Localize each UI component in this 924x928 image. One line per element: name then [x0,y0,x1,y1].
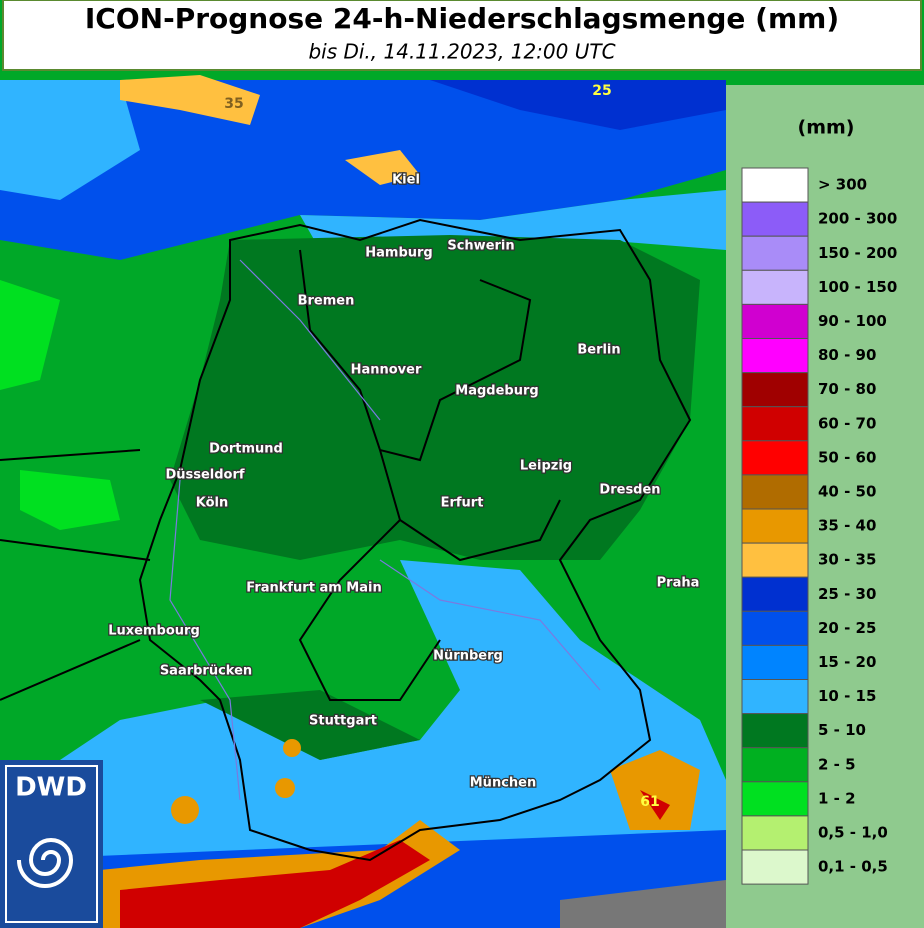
logo-spiral [17,838,74,888]
no-data-area [560,880,726,928]
precip-area [120,840,430,928]
precip-area [640,790,670,820]
city-label: Berlin [577,343,620,358]
legend-label: 60 - 70 [818,414,876,432]
max-label: 25 [592,83,611,99]
city-label: Schwerin [447,239,514,254]
legend-label: 0,5 - 1,0 [818,823,888,841]
legend-swatch [741,201,809,237]
legend-swatch [741,167,809,203]
city-label: Erfurt [441,496,484,511]
city-label: Hamburg [365,246,432,261]
precip-area [200,690,420,760]
legend-label: 5 - 10 [818,721,866,739]
legend-label: 80 - 90 [818,346,876,364]
city-label: Frankfurt am Main [246,581,381,596]
legend-swatch [741,747,809,783]
legend-label: 10 - 15 [818,687,876,705]
precip-area [300,190,726,250]
city-label: Magdeburg [455,384,538,399]
city-label: Saarbrücken [160,664,252,679]
state-border [0,249,561,701]
legend-label: 1 - 2 [818,789,856,807]
legend-swatch [741,372,809,408]
legend-label: 200 - 300 [818,210,897,228]
precip-area [345,150,420,185]
city-label: Dortmund [209,442,283,457]
legend-swatch [741,269,809,305]
legend-unit: (mm) [798,117,855,139]
legend-swatch [741,815,809,851]
precip-area [283,739,301,757]
legend: > 300 200 - 300 150 - 200 100 - 150 90 - 100… [741,167,897,885]
city-label: Kiel [392,173,420,188]
legend-label: 15 - 20 [818,653,876,671]
legend-swatch [741,303,809,339]
legend-label: 35 - 40 [818,517,876,535]
legend-label: 20 - 25 [818,619,876,637]
logo [0,760,103,928]
city-label: Praha [657,576,700,591]
subtitle: bis Di., 14.11.2023, 12:00 UTC [308,40,615,64]
legend-label: 30 - 35 [818,551,876,569]
max-label: 61 [640,794,659,810]
precip-area [0,280,60,390]
legend-swatch [741,610,809,646]
legend-swatch [741,576,809,612]
max-label: 35 [224,96,243,112]
legend-label: 2 - 5 [818,755,856,773]
legend-swatch [741,508,809,544]
precip-area [0,80,140,200]
precip-area [0,560,726,928]
city-label: Dresden [599,483,660,498]
legend-label: 40 - 50 [818,482,876,500]
title-box [2,0,922,71]
legend-swatch [741,781,809,817]
legend-swatch [741,644,809,681]
legend-label: 50 - 60 [818,448,876,466]
logo-frame [5,765,98,923]
city-label: München [470,776,536,791]
precip-area [170,235,700,560]
legend-swatch [741,542,809,578]
legend-label: > 300 [818,176,867,194]
legend-label: 150 - 200 [818,244,897,262]
title: ICON-Prognose 24-h-Niederschlagsmenge (m… [85,2,839,35]
legend-swatch [741,440,809,476]
city-label: Bremen [298,294,355,309]
legend-swatch [741,338,809,374]
precip-area [275,778,295,798]
legend-label: 25 - 30 [818,585,876,603]
legend-label: 70 - 80 [818,380,876,398]
city-label: Köln [196,496,229,511]
precip-area [20,470,120,530]
city-label: Stuttgart [309,714,377,729]
legend-swatch [741,235,809,271]
map-background [726,70,924,85]
legend-swatch [741,849,809,885]
legend-swatch [741,406,809,442]
legend-swatch [741,713,809,749]
legend-swatch [741,679,809,715]
city-label: Nürnberg [433,649,503,664]
precip-area [171,796,199,824]
city-label: Hannover [351,363,422,378]
city-label: Düsseldorf [165,468,244,483]
legend-label: 0,1 - 0,5 [818,858,888,876]
country-border [138,218,692,862]
river [169,259,601,801]
precip-area [610,750,700,830]
city-label: Luxembourg [108,624,200,639]
logo-text: DWD [15,773,87,803]
legend-swatch [741,474,809,510]
city-label: Leipzig [520,459,572,474]
legend-label: 100 - 150 [818,278,897,296]
precip-area [120,75,260,125]
precip-area [430,80,726,130]
legend-label: 90 - 100 [818,312,887,330]
